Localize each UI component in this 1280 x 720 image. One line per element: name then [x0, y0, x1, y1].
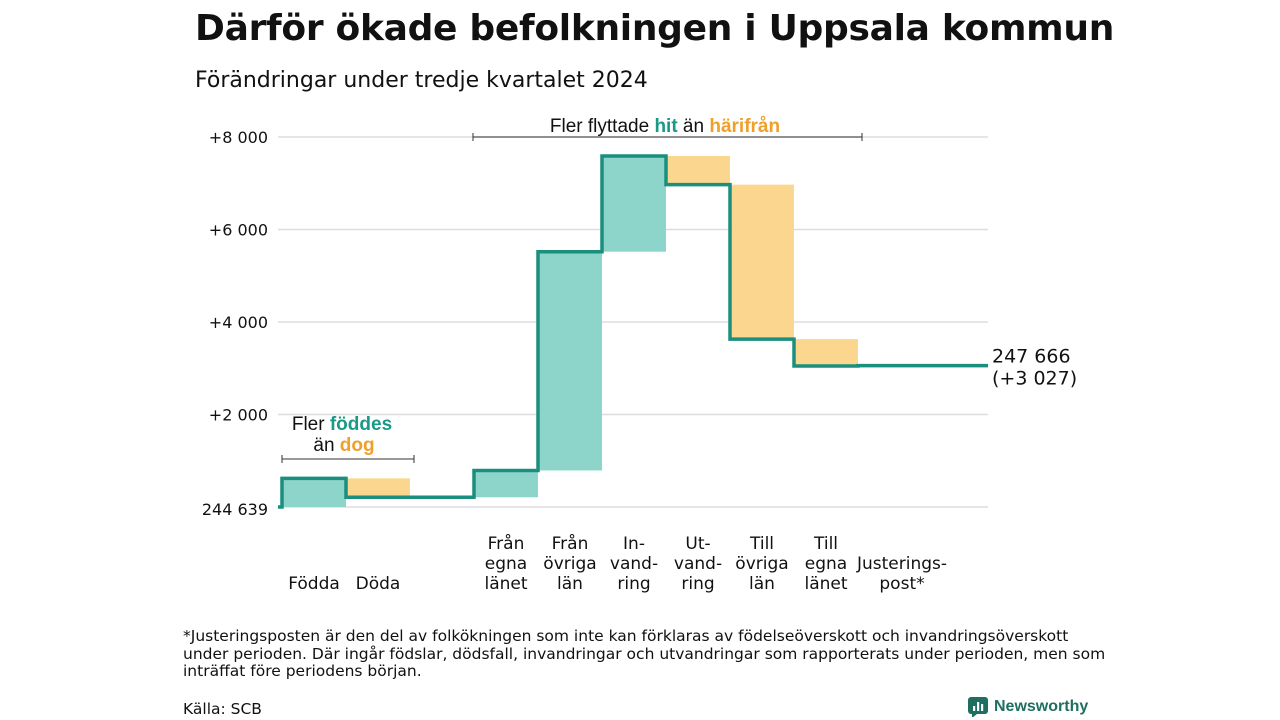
waterfall-bar	[602, 155, 666, 252]
category-label: In-vand-ring	[610, 534, 658, 594]
y-tick-label: +4 000	[209, 313, 268, 332]
y-tick-label: +2 000	[209, 406, 268, 425]
births-annotation-line1: Fler föddes	[292, 414, 392, 435]
category-label: Ut-vand-ring	[674, 534, 722, 594]
category-label: Justerings-post*	[856, 554, 947, 594]
waterfall-bar	[730, 184, 794, 340]
waterfall-bar	[474, 470, 538, 498]
category-label: Födda	[288, 574, 340, 594]
brand-name: Newsworthy	[994, 698, 1089, 715]
chart-subtitle: Förändringar under tredje kvartalet 2024	[195, 68, 648, 93]
migration-annotation: Fler flyttade hit än härifrån	[550, 116, 780, 137]
cumulative-step-line	[278, 154, 988, 509]
chart-title: Därför ökade befolkningen i Uppsala komm…	[195, 8, 1115, 49]
category-label: Från övriga län	[543, 533, 596, 594]
footnote: *Justeringsposten är den del av folkökni…	[183, 627, 1106, 680]
waterfall-chart: +2 000 +4 000 +6 000 +8 000 244 639 Födda Döda…	[202, 116, 1077, 594]
waterfall-bar	[346, 478, 410, 498]
waterfall-bar	[282, 478, 346, 507]
category-label: Från egna länet	[484, 533, 527, 594]
waterfall-bar	[794, 339, 858, 366]
end-value-label: 247 666	[992, 346, 1071, 368]
waterfall-bar	[538, 251, 602, 471]
start-value-label: 244 639	[202, 500, 268, 519]
y-tick-label: +8 000	[209, 128, 268, 147]
category-label: Döda	[356, 574, 401, 594]
bar-chart-icon	[968, 697, 988, 717]
y-tick-label: +6 000	[209, 221, 268, 240]
category-label: Till egna länet	[804, 534, 847, 594]
source-label: Källa: SCB	[183, 700, 262, 718]
end-change-label: (+3 027)	[992, 368, 1077, 390]
brand-logo: Newsworthy	[968, 697, 1088, 717]
births-annotation-line2: än dog	[313, 435, 374, 456]
waterfall-bar	[666, 155, 730, 185]
category-label: Till övriga län	[735, 534, 788, 594]
